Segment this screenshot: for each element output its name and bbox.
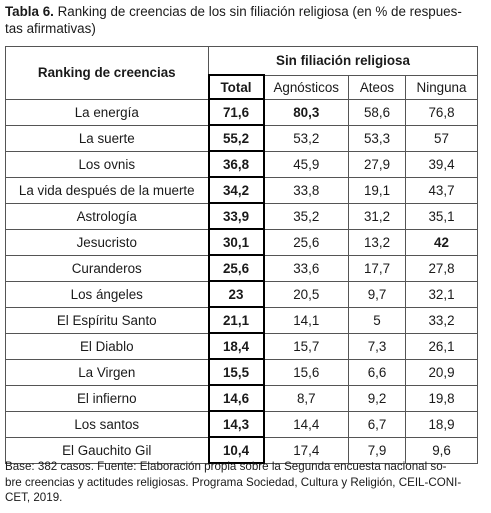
group-header: Sin filiación religiosa xyxy=(208,46,478,76)
table-row: Los ovnis 36,8 45,9 27,9 39,4 xyxy=(5,150,478,178)
column-header: Ninguna xyxy=(405,74,478,100)
cell: 7,3 xyxy=(348,332,406,360)
cell: 27,9 xyxy=(348,150,406,178)
row-label: Los ángeles xyxy=(5,280,209,308)
cell: 20,9 xyxy=(405,358,478,386)
table-row: Jesucristo 30,1 25,6 13,2 42 xyxy=(5,228,478,256)
table-row: El Diablo 18,4 15,7 7,3 26,1 xyxy=(5,332,478,360)
cell: 26,1 xyxy=(405,332,478,360)
cell: 53,3 xyxy=(348,124,406,152)
cell: 39,4 xyxy=(405,150,478,178)
cell: 14,4 xyxy=(263,410,349,438)
cell: 33,8 xyxy=(263,176,349,204)
cell: 25,6 xyxy=(263,228,349,256)
cell: 35,2 xyxy=(263,202,349,230)
cell: 80,3 xyxy=(263,98,349,126)
table-row: La vida después de la muerte 34,2 33,8 19,1… xyxy=(5,176,478,204)
cell: 27,8 xyxy=(405,254,478,282)
column-header: Ateos xyxy=(348,74,406,100)
table-row: La Virgen 15,5 15,6 6,6 20,9 xyxy=(5,358,478,386)
column-header: Agnósticos xyxy=(263,74,349,100)
cell: 10,4 xyxy=(207,436,265,464)
row-label: El Gauchito Gil xyxy=(5,436,209,464)
footnote-line: Base: 382 casos. Fuente: Elaboración pro… xyxy=(5,460,447,473)
row-label: Curanderos xyxy=(5,254,209,282)
cell: 7,9 xyxy=(348,436,406,464)
caption-line: tas afirmativas) xyxy=(5,21,96,36)
row-label: El infierno xyxy=(5,384,209,412)
table: Ranking de creencias Sin filiación religi… xyxy=(5,46,478,464)
table-row: El Gauchito Gil 10,4 17,4 7,9 9,6 xyxy=(5,436,478,464)
cell: 25,6 xyxy=(207,254,265,282)
table-row: Los santos 14,3 14,4 6,7 18,9 xyxy=(5,410,478,438)
cell: 34,2 xyxy=(207,176,265,204)
row-header: Ranking de creencias xyxy=(5,46,209,100)
table-row: El infierno 14,6 8,7 9,2 19,8 xyxy=(5,384,478,412)
row-label: El Espíritu Santo xyxy=(5,306,209,334)
cell: 19,1 xyxy=(348,176,406,204)
cell: 17,7 xyxy=(348,254,406,282)
cell: 58,6 xyxy=(348,98,406,126)
cell: 9,7 xyxy=(348,280,406,308)
cell: 15,5 xyxy=(207,358,265,386)
table-row: La suerte 55,2 53,2 53,3 57 xyxy=(5,124,478,152)
cell: 42 xyxy=(405,228,478,256)
row-label: Astrología xyxy=(5,202,209,230)
cell: 71,6 xyxy=(207,98,265,126)
cell: 13,2 xyxy=(348,228,406,256)
row-label: La Virgen xyxy=(5,358,209,386)
cell: 23 xyxy=(207,280,265,308)
row-label: El Diablo xyxy=(5,332,209,360)
row-label: La vida después de la muerte xyxy=(5,176,209,204)
cell: 6,7 xyxy=(348,410,406,438)
cell: 9,6 xyxy=(405,436,478,464)
cell: 53,2 xyxy=(263,124,349,152)
row-label: La energía xyxy=(5,98,209,126)
caption-label: Tabla 6. xyxy=(5,4,54,19)
row-label: La suerte xyxy=(5,124,209,152)
cell: 36,8 xyxy=(207,150,265,178)
cell: 31,2 xyxy=(348,202,406,230)
cell: 19,8 xyxy=(405,384,478,412)
cell: 33,6 xyxy=(263,254,349,282)
table-row: Los ángeles 23 20,5 9,7 32,1 xyxy=(5,280,478,308)
cell: 6,6 xyxy=(348,358,406,386)
cell: 5 xyxy=(348,306,406,334)
cell: 57 xyxy=(405,124,478,152)
cell: 14,6 xyxy=(207,384,265,412)
cell: 45,9 xyxy=(263,150,349,178)
footnote-line: CET, 2019. xyxy=(5,491,63,504)
cell: 18,4 xyxy=(207,332,265,360)
cell: 20,5 xyxy=(263,280,349,308)
table-row: Astrología 33,9 35,2 31,2 35,1 xyxy=(5,202,478,230)
caption: Tabla 6. Ranking de creencias de los sin… xyxy=(5,3,489,37)
cell: 76,8 xyxy=(405,98,478,126)
column-header: Total xyxy=(207,74,265,100)
cell: 15,6 xyxy=(263,358,349,386)
cell: 35,1 xyxy=(405,202,478,230)
cell: 33,2 xyxy=(405,306,478,334)
cell: 21,1 xyxy=(207,306,265,334)
row-label: Los santos xyxy=(5,410,209,438)
footnote-line: bre creencias y actitudes religiosas. Pr… xyxy=(5,475,462,489)
cell: 15,7 xyxy=(263,332,349,360)
cell: 8,7 xyxy=(263,384,349,412)
cell: 18,9 xyxy=(405,410,478,438)
cell: 14,1 xyxy=(263,306,349,334)
cell: 32,1 xyxy=(405,280,478,308)
footnote: Base: 382 casos. Fuente: Elaboración pro… xyxy=(5,459,489,506)
row-label: Jesucristo xyxy=(5,228,209,256)
cell: 43,7 xyxy=(405,176,478,204)
row-label: Los ovnis xyxy=(5,150,209,178)
table-row: El Espíritu Santo 21,1 14,1 5 33,2 xyxy=(5,306,478,334)
table-row: Curanderos 25,6 33,6 17,7 27,8 xyxy=(5,254,478,282)
caption-line: Ranking de creencias de los sin filiació… xyxy=(57,4,462,19)
cell: 55,2 xyxy=(207,124,265,152)
cell: 14,3 xyxy=(207,410,265,438)
cell: 9,2 xyxy=(348,384,406,412)
cell: 30,1 xyxy=(207,228,265,256)
cell: 33,9 xyxy=(207,202,265,230)
table-row: La energía 71,6 80,3 58,6 76,8 xyxy=(5,98,478,126)
